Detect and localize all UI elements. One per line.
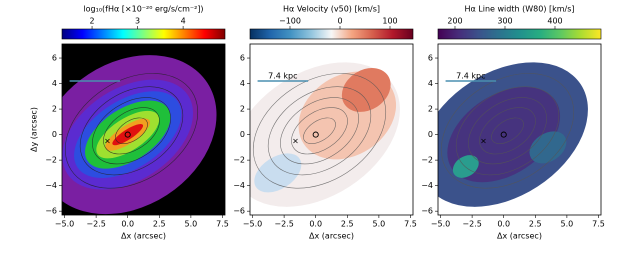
map-region (112, 123, 144, 146)
x-tick-label: 7.5 (592, 220, 605, 229)
colorbar-tick-label: 3 (135, 17, 140, 26)
x-tick-label: 0.0 (309, 220, 322, 229)
contour (79, 86, 184, 176)
axes-frame (249, 43, 414, 216)
x-tick-label: −5.0 (243, 220, 262, 229)
map-image (62, 44, 225, 215)
marker (312, 131, 319, 138)
x-tick-label: −2.5 (86, 220, 105, 229)
contour (491, 117, 524, 144)
y-tick-label: 2 (428, 105, 433, 114)
x-tick-label: −5.0 (431, 220, 450, 229)
map-region (452, 155, 479, 178)
y-tick-label: 2 (240, 105, 245, 114)
x-tick-label: −2.5 (462, 220, 481, 229)
marker (124, 131, 131, 138)
y-tick-label: −4 (233, 181, 245, 190)
contour (252, 73, 387, 189)
colorbar (437, 28, 602, 40)
x-tick-label: 0.0 (121, 220, 134, 229)
y-tick-label: −4 (45, 181, 57, 190)
contour (468, 97, 547, 165)
x-tick-label: −2.5 (274, 220, 293, 229)
x-tick-label: 2.5 (529, 220, 542, 229)
colorbar-label: Hα Line width (W80) [km/s] (464, 5, 574, 14)
contour (92, 97, 171, 165)
y-tick-label: −2 (233, 156, 245, 165)
x-tick-label: 5.0 (185, 220, 198, 229)
y-axis-label: Δy (arcsec) (30, 107, 39, 152)
axes-frame (61, 43, 226, 216)
y-tick-label: −6 (421, 207, 433, 216)
colorbar-tick-label: 100 (382, 17, 397, 26)
x-tick-label: 0.0 (497, 220, 510, 229)
contour (115, 117, 148, 144)
map-image (438, 44, 601, 215)
marker: × (292, 136, 299, 145)
map-region (341, 67, 391, 112)
colorbar-label: log₁₀(fHα [×10⁻²⁰ erg/s/cm⁻²]) (83, 5, 203, 14)
colorbar-tick-label: 2 (90, 17, 95, 26)
colorbar-tick-label: 200 (447, 17, 462, 26)
axes-frame (437, 43, 602, 216)
y-tick-label: 0 (52, 130, 57, 139)
y-tick-label: 4 (240, 79, 245, 88)
x-tick-label: 2.5 (341, 220, 354, 229)
x-tick-label: 7.5 (404, 220, 417, 229)
contour (479, 107, 536, 155)
y-tick-label: 2 (52, 105, 57, 114)
colorbar (249, 28, 414, 40)
marker (500, 131, 507, 138)
contour (440, 73, 575, 189)
y-tick-label: 4 (52, 79, 57, 88)
marker: × (104, 136, 111, 145)
y-tick-label: −6 (45, 207, 57, 216)
y-tick-label: 0 (240, 130, 245, 139)
colorbar-label: Hα Velocity (v50) [km/s] (283, 5, 380, 14)
colorbar-tick-label: 300 (497, 17, 512, 26)
y-tick-label: −4 (421, 181, 433, 190)
x-axis-label: Δx (arcsec) (309, 232, 354, 241)
x-tick-label: 5.0 (561, 220, 574, 229)
colorbar-tick-label: 400 (547, 17, 562, 26)
scale-bar-label: 7.4 kpc (268, 72, 297, 81)
contour (303, 117, 336, 144)
contour (455, 86, 560, 176)
x-axis-label: Δx (arcsec) (121, 232, 166, 241)
y-tick-label: 6 (428, 54, 433, 63)
colorbar-tick-label: −100 (279, 17, 301, 26)
contour (280, 97, 359, 165)
y-tick-label: −2 (45, 156, 57, 165)
scale-bar-label: 7.4 kpc (456, 72, 485, 81)
y-tick-label: −2 (421, 156, 433, 165)
contour (291, 107, 348, 155)
contour (267, 86, 372, 176)
x-tick-label: −5.0 (55, 220, 74, 229)
map-region (254, 153, 302, 193)
y-tick-label: 0 (428, 130, 433, 139)
y-tick-label: 4 (428, 79, 433, 88)
x-tick-label: 5.0 (373, 220, 386, 229)
marker: × (480, 136, 487, 145)
y-tick-label: −6 (233, 207, 245, 216)
map-image (250, 44, 413, 215)
x-axis-label: Δx (arcsec) (497, 232, 542, 241)
contour (103, 107, 160, 155)
colorbar-tick-label: 0 (337, 17, 342, 26)
colorbar (61, 28, 226, 40)
colorbar-tick-label: 4 (181, 17, 186, 26)
contour (64, 73, 199, 189)
x-tick-label: 7.5 (216, 220, 229, 229)
y-tick-label: 6 (240, 54, 245, 63)
x-tick-label: 2.5 (153, 220, 166, 229)
y-tick-label: 6 (52, 54, 57, 63)
